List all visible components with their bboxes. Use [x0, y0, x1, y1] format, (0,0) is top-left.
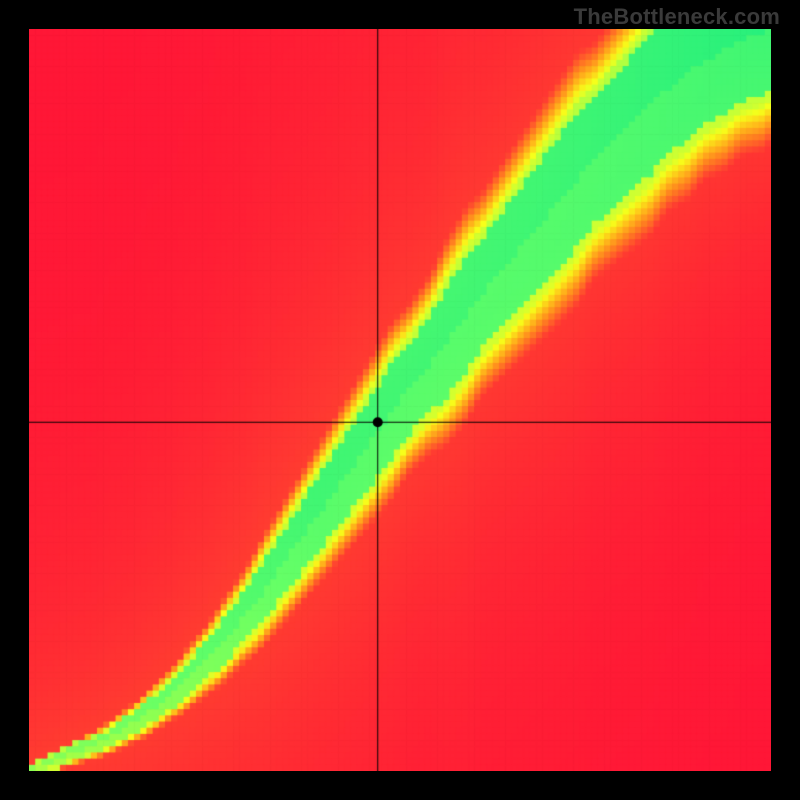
watermark-text: TheBottleneck.com: [574, 4, 780, 30]
bottleneck-heatmap: [29, 29, 771, 771]
